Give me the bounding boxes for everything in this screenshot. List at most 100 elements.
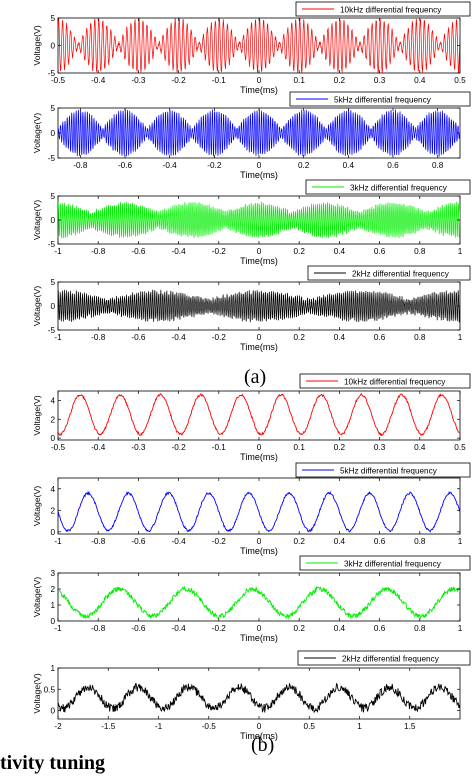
x-axis-label: Time(ms) [240,342,278,352]
panel-b-label: (b) [251,734,275,756]
x-tick-label: -0.2 [207,161,222,170]
x-tick-label: -1 [54,247,62,256]
x-tick-label: 0.4 [334,247,346,256]
x-tick-label: -0.5 [51,443,66,452]
y-axis-label: Voltage(V) [32,673,42,713]
x-tick-label: -0.6 [131,624,146,633]
x-tick-label: -1 [54,624,62,633]
legend-box [295,1,471,17]
x-axis-label: Time(ms) [240,731,278,741]
series-line [58,392,460,437]
x-tick-label: 0.4 [414,443,426,452]
y-tick-label: -5 [48,326,56,335]
series-line [58,585,460,620]
y-tick-label: 5 [50,278,55,287]
panel-a-label: (a) [244,366,267,388]
x-tick-label: 0.5 [454,443,466,452]
y-tick-label: 0 [50,617,55,626]
y-axis-label: Voltage(V) [32,486,42,526]
y-axis-label: Voltage(V) [32,113,42,153]
legend-label: 3kHz differential frequency [350,184,448,193]
x-tick-label: -0.6 [131,537,146,546]
x-tick-label: 0.8 [414,333,426,342]
x-tick-label: -0.1 [212,76,227,85]
legend-label: 2kHz differential frequency [352,270,450,279]
x-tick-label: 0.8 [414,247,426,256]
chart-1-panel-a: 10kHz differential frequency -0.5 -0.4 -0.3… [32,1,471,95]
bottom-text-fragment: tivity tuning [0,752,106,774]
legend-box [307,265,471,281]
x-tick-label: 0.4 [334,624,346,633]
y-axis-label: Voltage(V) [32,577,42,617]
x-tick-label: -0.6 [131,333,146,342]
x-tick-label: -0.4 [91,443,106,452]
x-axis-label: Time(ms) [240,546,278,556]
x-tick-label: 0.2 [334,443,346,452]
legend-label: 5kHz differential frequency [334,96,432,105]
series-line [58,109,460,157]
legend-box [299,373,471,389]
chart-2-panel-a: 5kHz differential frequency -0.8 -0.6 -0.4 -… [32,91,471,180]
x-tick-label: 0 [257,443,262,452]
x-tick-label: -1 [54,537,62,546]
legend-box [297,650,471,666]
x-tick-label: 0.6 [374,333,386,342]
y-tick-label: 1 [50,601,55,610]
x-tick-label: 0.2 [334,76,346,85]
y-tick-label: 0 [50,302,55,311]
x-tick-label: -0.2 [212,247,227,256]
x-axis-label: Time(ms) [240,85,278,95]
x-tick-label: 0 [257,247,262,256]
x-tick-label: 0 [257,76,262,85]
legend-box [289,91,471,107]
x-tick-label: 0 [257,161,262,170]
x-tick-label: -0.5 [51,76,66,85]
x-tick-label: -0.2 [172,76,187,85]
x-tick-label: 0.2 [294,537,306,546]
chart-7-panel-b: 3kHz differential frequency -1 -0.8 -0.6 -0.… [32,555,471,643]
x-tick-label: -0.2 [172,443,187,452]
x-tick-label: -0.4 [172,247,187,256]
y-tick-label: 4 [50,485,55,494]
y-tick-label: 5 [50,14,55,23]
legend-label: 10kHz differential frequency [340,6,442,15]
plot-area-frame [57,667,461,720]
x-tick-label: 0.6 [374,537,386,546]
y-tick-label: 0 [50,42,55,51]
x-tick-label: 1 [458,624,463,633]
x-tick-label: 0.5 [454,76,466,85]
x-tick-label: -0.8 [91,333,106,342]
x-tick-label: 0 [257,624,262,633]
x-tick-label: -0.2 [212,333,227,342]
plot-area-frame [57,477,461,535]
series-line [58,18,460,73]
legend-label: 5kHz differential frequency [340,467,438,476]
y-tick-label: 2 [50,585,55,594]
y-tick-label: -5 [48,154,56,163]
chart-5-panel-b: 10kHz differential frequency -0.5 -0.4 -0.3… [32,373,471,462]
x-tick-label: -1 [155,722,163,731]
chart-3-panel-a: 3kHz differential frequency -1 -0.8 -0.6 -0.… [32,179,471,266]
x-tick-label: 0.3 [374,443,386,452]
series-line [58,490,460,533]
x-tick-label: 0.2 [294,247,306,256]
x-tick-label: -0.4 [172,624,187,633]
x-tick-label: -2 [54,722,62,731]
y-tick-label: -5 [48,240,56,249]
x-tick-label: -0.8 [91,537,106,546]
x-tick-label: -0.8 [91,624,106,633]
y-tick-label: 0 [50,129,55,138]
x-tick-label: 1 [458,333,463,342]
y-tick-label: 4 [50,396,55,405]
y-axis-label: Voltage(V) [32,25,42,65]
chart-6-panel-b: 5kHz differential frequency -1 -0.8 -0.6 -0.… [32,462,471,556]
x-tick-label: 1 [357,722,362,731]
x-tick-label: -0.3 [131,76,146,85]
x-axis-label: Time(ms) [240,170,278,180]
x-tick-label: -0.4 [172,333,187,342]
y-tick-label: 0.5 [44,685,56,694]
x-tick-label: 0 [257,722,262,731]
x-tick-label: 0.4 [343,161,355,170]
x-tick-label: 0.6 [374,247,386,256]
